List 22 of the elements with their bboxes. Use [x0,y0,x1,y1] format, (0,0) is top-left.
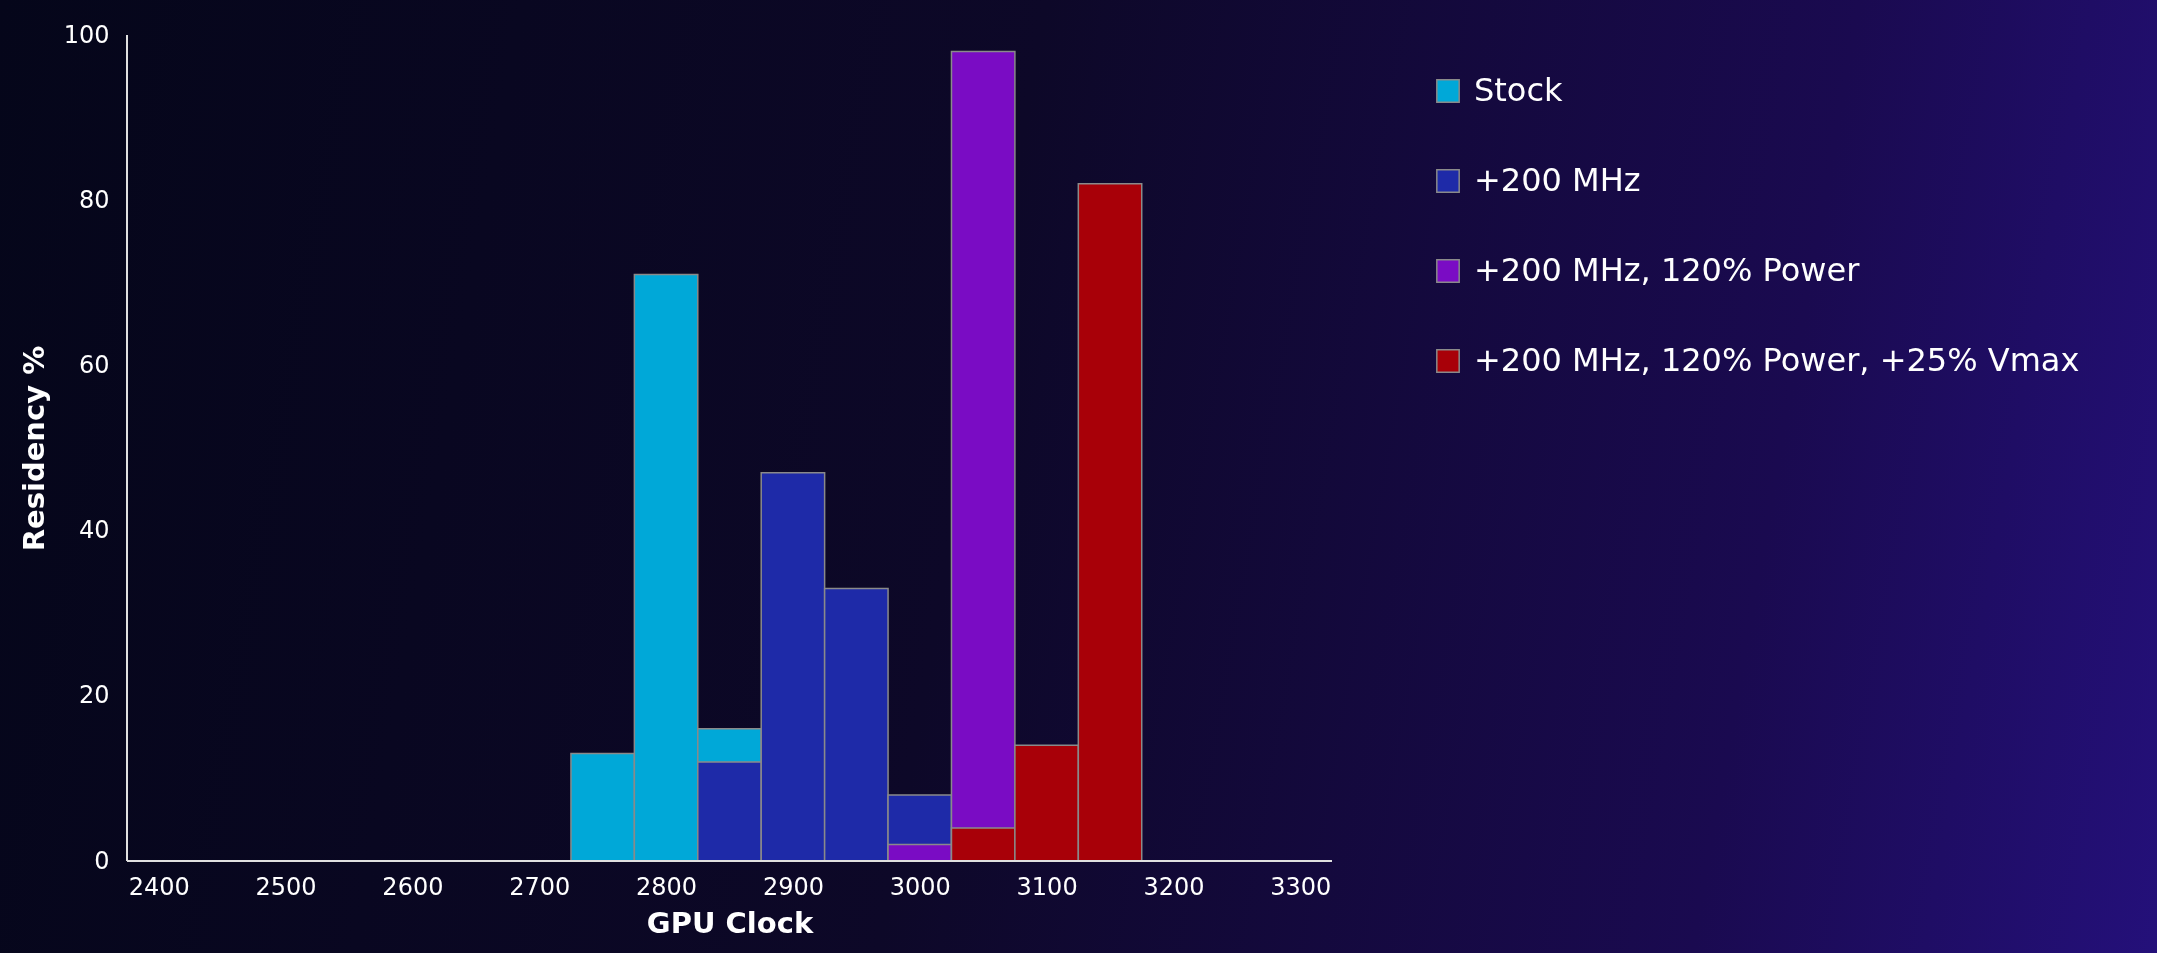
legend-label: +200 MHz, 120% Power [1474,251,1861,289]
x-tick-label: 2800 [636,872,698,901]
y-tick-label: 0 [94,846,110,875]
legend-label: +200 MHz, 120% Power, +25% Vmax [1474,341,2080,379]
x-axis-title: GPU Clock [646,905,814,940]
y-axis-title: Residency % [16,345,51,552]
x-tick-label: 2500 [255,872,317,901]
x-tick-label: 3300 [1270,872,1332,901]
y-tick-label: 60 [78,350,110,379]
x-tick-label: 3100 [1016,872,1078,901]
x-tick-label: 3000 [889,872,951,901]
y-tick-label: 20 [78,681,110,710]
x-tick-label: 2400 [128,872,190,901]
legend-label: +200 MHz [1474,161,1641,199]
y-tick-label: 40 [78,516,110,545]
x-tick-label: 2900 [762,872,824,901]
legend-label: Stock [1474,71,1564,109]
y-tick-label: 80 [78,185,110,214]
x-tick-label: 3200 [1143,872,1205,901]
y-tick-label: 100 [63,20,110,49]
x-tick-label: 2700 [509,872,571,901]
x-tick-label: 2600 [382,872,444,901]
